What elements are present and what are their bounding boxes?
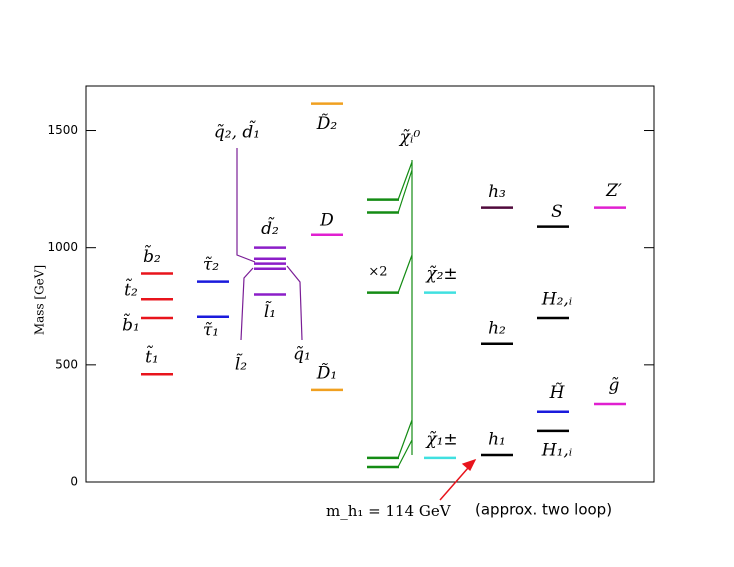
level-label: S [551,202,563,222]
arrow [240,267,254,341]
annotation: m_h₁ = 114 GeV [326,502,452,520]
level-label: b̃₁ [122,314,140,336]
arrowhead [461,458,477,471]
y-tick-label: 500 [55,357,78,371]
y-tick-label: 0 [70,475,78,489]
annotation: l̃₂ [235,354,247,375]
level-label: h₃ [488,182,506,202]
level-label: l̃₁ [264,301,276,322]
y-tick-label: 1500 [47,123,78,137]
level-label: D̃₁ [316,363,337,383]
level-label: H̃ [549,383,566,403]
level-label: D̃₂ [316,114,338,134]
arrow [236,148,256,263]
level-label: t̃₁ [145,346,159,368]
annotation: q̃₂, d̃₁ [214,121,260,143]
level-label: g̃ [609,375,620,395]
level-label: b̃₂ [143,245,161,267]
level-label: t̃₂ [124,279,138,301]
level-label: χ̃₁± [425,429,457,449]
level-label: τ̃₂ [203,255,219,275]
level-label: H₁,ᵢ [541,440,572,460]
annotation: ×2 [368,265,387,280]
level-label: d̃₂ [261,217,279,239]
arrow [286,265,303,341]
arrow [397,160,413,468]
y-axis-label: Mass [GeV] [33,265,47,335]
annotation: (approx. two loop) [475,501,612,519]
group-label: χ̃ᵢ⁰ [399,128,421,148]
level-label: D [319,210,334,230]
level-label: τ̃₁ [203,320,219,340]
level-label: h₁ [488,430,506,450]
level-label: Z′ [605,181,622,201]
level-label: h₂ [488,318,506,338]
arrows [236,148,477,501]
annotation: q̃₁ [293,345,311,365]
level-label: H₂,ᵢ [541,289,572,309]
y-tick-label: 1000 [47,240,78,254]
plot-frame [85,85,655,483]
level-label: χ̃₂± [425,264,457,284]
